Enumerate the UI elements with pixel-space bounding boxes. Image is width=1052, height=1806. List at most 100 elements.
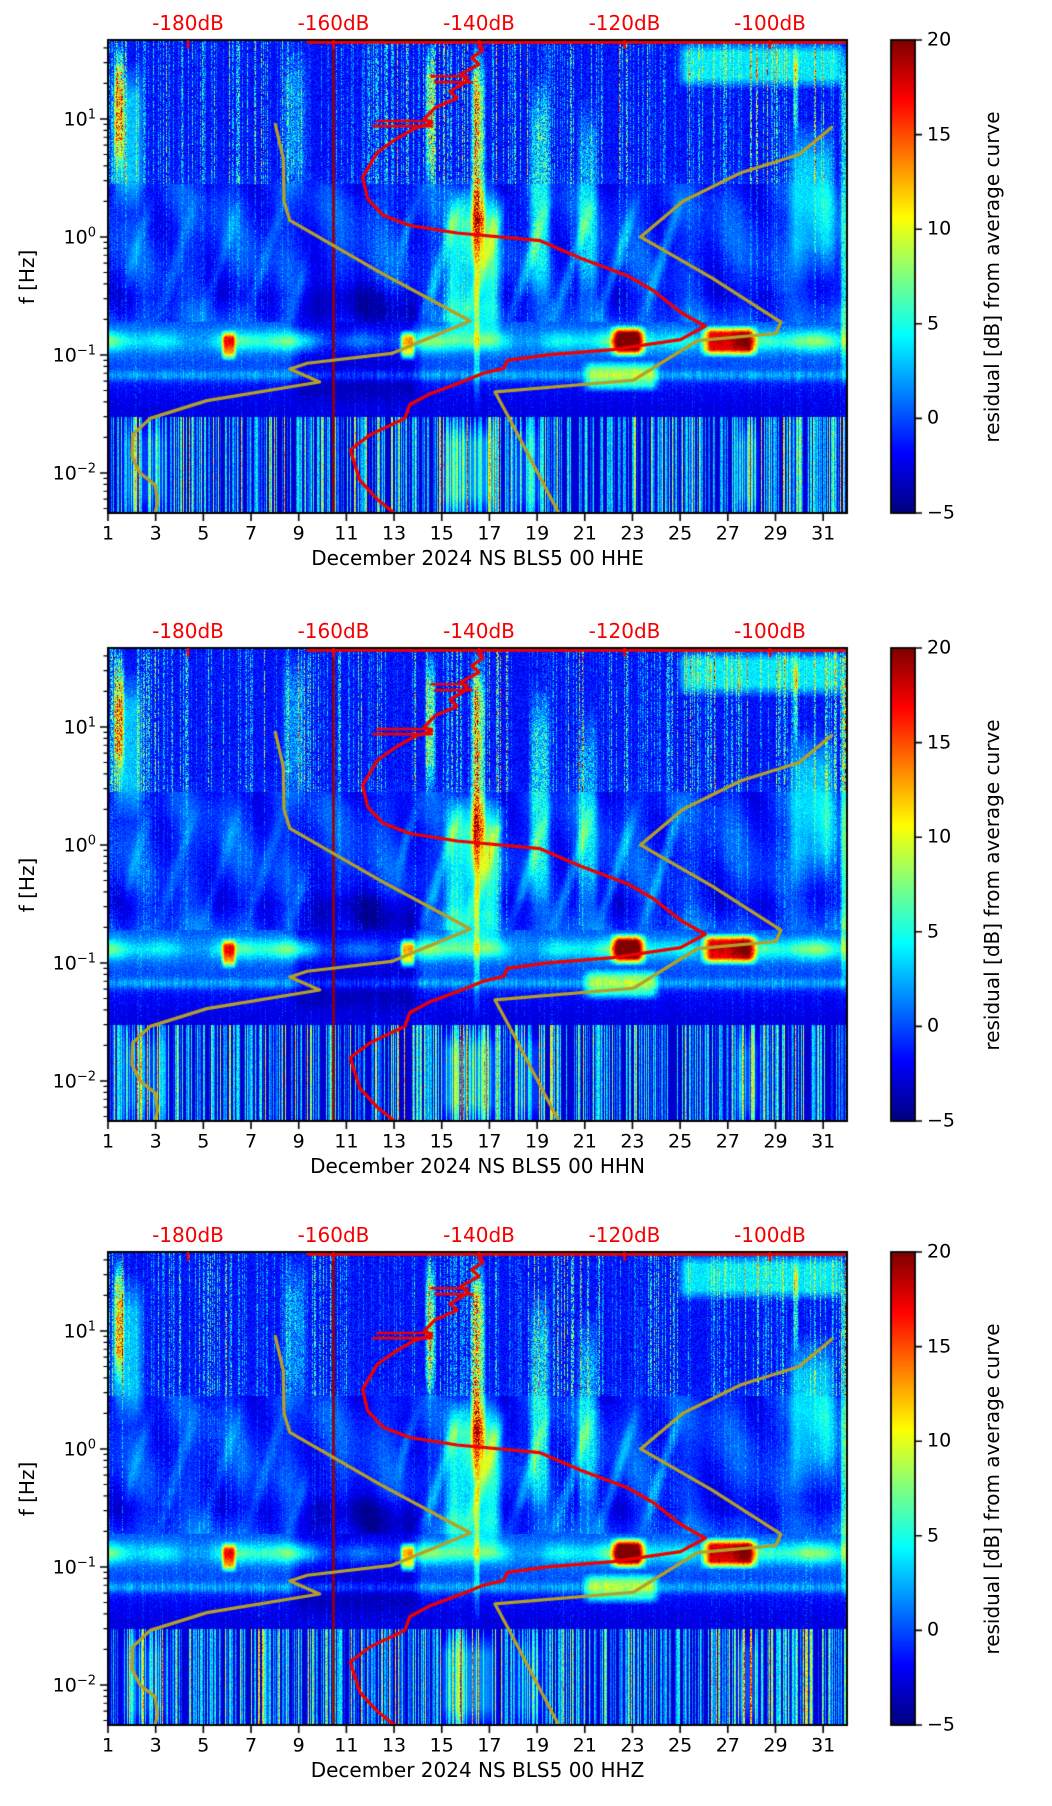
x-tick-label: 31: [811, 1130, 836, 1153]
x-tick-label: 25: [668, 1734, 693, 1757]
x-tick-label: 27: [715, 1734, 740, 1757]
colorbar-label: residual [dB] from average curve: [980, 110, 1004, 443]
x-tick-label: 31: [811, 522, 836, 545]
x-tick-label: 7: [244, 1130, 258, 1153]
x-tick-label: 25: [668, 1130, 693, 1153]
top-axis-tick-label: -120dB: [588, 619, 661, 643]
x-tick-label: 19: [525, 1130, 550, 1153]
colorbar-tick-label: 15: [927, 123, 952, 146]
top-axis-tick-label: -140dB: [443, 11, 515, 35]
x-tick-label: 17: [477, 1734, 502, 1757]
x-tick-label: 3: [149, 1734, 162, 1757]
x-tick-label: 25: [668, 522, 693, 545]
y-tick-label: 101: [63, 715, 96, 739]
colorbar-tick-label: 5: [927, 920, 940, 943]
y-tick-label: 10−1: [52, 343, 96, 367]
x-tick-label: 13: [381, 1734, 407, 1757]
x-tick-label: 9: [292, 1130, 305, 1153]
colorbar-tick-label: 5: [927, 1524, 940, 1547]
y-tick-label: 10−2: [52, 461, 96, 485]
colorbar-tick-label: 0: [927, 1618, 940, 1641]
top-axis-tick-label: -100dB: [734, 11, 806, 35]
panel-xlabel: December 2024 NS BLS5 00 HHZ: [310, 1758, 645, 1782]
x-tick-label: 3: [149, 522, 162, 545]
x-tick-label: 3: [149, 1130, 162, 1153]
colorbar-tick-label: 5: [927, 312, 940, 335]
y-tick-label: 101: [63, 107, 96, 131]
colorbar-label: residual [dB] from average curve: [980, 1322, 1004, 1655]
x-tick-label: 29: [763, 522, 788, 545]
x-tick-label: 5: [197, 522, 210, 545]
x-tick-label: 13: [381, 1130, 407, 1153]
y-tick-label: 100: [63, 1437, 96, 1461]
y-tick-label: 101: [63, 1319, 96, 1343]
x-tick-label: 11: [334, 522, 359, 545]
y-tick-label: 100: [63, 225, 96, 249]
y-axis-label: f [Hz]: [15, 249, 39, 304]
x-tick-label: 27: [715, 522, 740, 545]
colorbar-tick-label: −5: [927, 1109, 956, 1132]
top-axis-tick-label: -120dB: [588, 1223, 661, 1247]
x-tick-label: 13: [381, 522, 407, 545]
top-axis-tick-label: -100dB: [734, 1223, 806, 1247]
y-axis-label: f [Hz]: [15, 857, 39, 912]
y-tick-label: 100: [63, 833, 96, 857]
x-tick-label: 17: [477, 1130, 502, 1153]
x-tick-label: 23: [620, 522, 645, 545]
y-tick-label: 10−2: [52, 1069, 96, 1093]
x-tick-label: 31: [811, 1734, 836, 1757]
x-tick-label: 17: [477, 522, 502, 545]
colorbar-tick-label: 0: [927, 1014, 940, 1037]
x-tick-label: 1: [101, 1734, 115, 1757]
x-tick-label: 11: [334, 1734, 359, 1757]
top-axis-tick-label: -140dB: [443, 619, 515, 643]
x-tick-label: 7: [244, 1734, 258, 1757]
x-tick-label: 15: [429, 1130, 454, 1153]
colorbar-tick-label: −5: [927, 501, 956, 524]
colorbar-tick-label: 20: [927, 1240, 952, 1263]
top-axis-tick-label: -160dB: [297, 619, 370, 643]
x-tick-label: 27: [715, 1130, 740, 1153]
panel-xlabel: December 2024 NS BLS5 00 HHN: [310, 1154, 645, 1178]
x-tick-label: 21: [572, 1734, 597, 1757]
colorbar-label: residual [dB] from average curve: [980, 718, 1004, 1051]
colorbar-tick-label: 10: [927, 1429, 952, 1452]
x-tick-label: 23: [620, 1130, 645, 1153]
colorbar-tick-label: 20: [927, 28, 952, 51]
x-tick-label: 7: [244, 522, 258, 545]
x-tick-label: 1: [101, 522, 115, 545]
colorbar-tick-label: 0: [927, 406, 940, 429]
y-tick-label: 10−1: [52, 951, 96, 975]
x-tick-label: 19: [525, 1734, 550, 1757]
x-tick-label: 21: [572, 522, 597, 545]
x-tick-label: 29: [763, 1734, 788, 1757]
x-tick-label: 11: [334, 1130, 359, 1153]
colorbar-tick-label: 10: [927, 825, 952, 848]
colorbar-tick-label: 20: [927, 636, 952, 659]
x-tick-label: 19: [525, 522, 550, 545]
colorbar-tick-label: 15: [927, 1335, 952, 1358]
top-axis-tick-label: -160dB: [297, 1223, 370, 1247]
x-tick-label: 9: [292, 522, 305, 545]
x-tick-label: 15: [429, 1734, 454, 1757]
panel-xlabel: December 2024 NS BLS5 00 HHE: [311, 546, 644, 570]
y-tick-label: 10−1: [52, 1555, 96, 1579]
colorbar-tick-label: 10: [927, 217, 952, 240]
top-axis-tick-label: -140dB: [443, 1223, 515, 1247]
x-tick-label: 1: [101, 1130, 115, 1153]
top-axis-tick-label: -120dB: [588, 11, 661, 35]
x-tick-label: 23: [620, 1734, 645, 1757]
x-tick-label: 9: [292, 1734, 305, 1757]
top-axis-tick-label: -180dB: [152, 11, 224, 35]
x-tick-label: 15: [429, 522, 454, 545]
y-axis-label: f [Hz]: [15, 1461, 39, 1516]
x-tick-label: 5: [197, 1130, 210, 1153]
y-tick-label: 10−2: [52, 1673, 96, 1697]
top-axis-tick-label: -160dB: [297, 11, 370, 35]
x-tick-label: 5: [197, 1734, 210, 1757]
colorbar-tick-label: 15: [927, 731, 952, 754]
colorbar-tick-label: −5: [927, 1713, 956, 1736]
